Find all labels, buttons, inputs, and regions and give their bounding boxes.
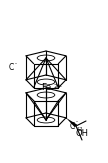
Text: C: C <box>9 62 14 72</box>
Text: -: - <box>76 119 78 125</box>
Text: C: C <box>70 122 75 131</box>
Polygon shape <box>66 118 77 127</box>
Text: OH: OH <box>75 129 88 139</box>
Text: 2+: 2+ <box>53 84 63 89</box>
Text: Fe: Fe <box>41 83 51 92</box>
Text: -: - <box>15 61 17 66</box>
Text: &1: &1 <box>77 127 84 132</box>
